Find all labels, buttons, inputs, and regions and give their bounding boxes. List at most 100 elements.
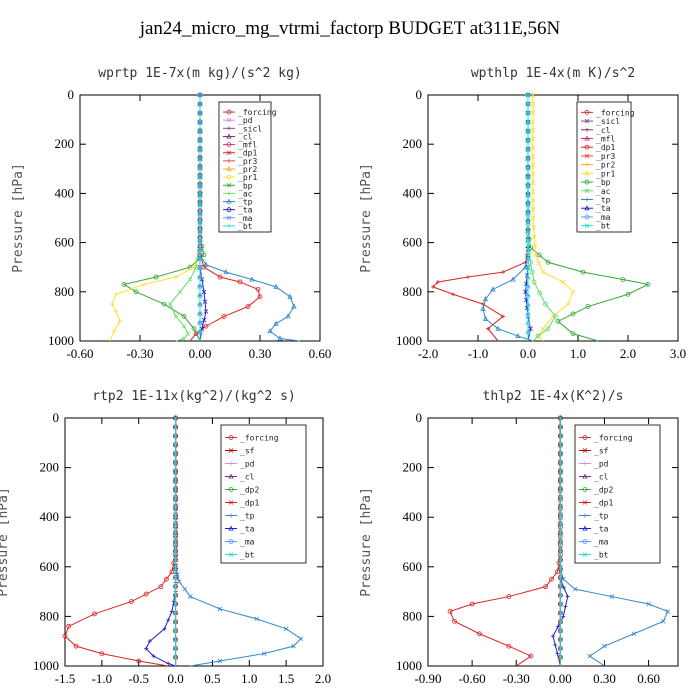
series-bt-marker — [558, 548, 563, 554]
legend-entry: _ac — [238, 189, 253, 198]
series-dp1-marker — [255, 286, 261, 292]
series-pr1-marker — [192, 265, 196, 270]
y-tick-label: 400 — [403, 509, 423, 524]
series-dp1-marker — [501, 314, 505, 319]
series-pr1-marker — [530, 215, 536, 221]
series-line — [199, 95, 301, 342]
x-tick-label: 0.60 — [309, 346, 332, 361]
series-ta-marker — [201, 289, 207, 295]
series-tp-marker — [285, 313, 291, 319]
series-bt-marker — [197, 174, 203, 180]
x-tick-label: 1.5 — [278, 671, 294, 686]
series-bp-marker — [555, 318, 561, 324]
legend-swatch-marker — [584, 188, 590, 194]
plot-frame — [427, 94, 679, 342]
series-bt-marker — [197, 320, 203, 326]
legend-swatch-marker — [585, 127, 589, 132]
legend-swatch-marker — [226, 198, 232, 204]
legend-entry: _pr2 — [238, 165, 257, 174]
series-pr1-marker — [530, 189, 536, 194]
series-ta-marker — [563, 604, 568, 609]
series-bt-marker — [558, 477, 563, 483]
legend-swatch-marker — [228, 487, 234, 492]
legend-entry: _ma — [238, 214, 253, 223]
series-pr1-marker — [530, 92, 536, 98]
series-dp1-marker — [543, 584, 549, 590]
series-tp-marker — [277, 335, 283, 341]
series-bt-marker — [197, 201, 203, 207]
series-ac-marker — [177, 289, 183, 295]
y-tick-label: 200 — [40, 460, 60, 475]
y-axis-label: Pressure [hPa] — [359, 163, 374, 273]
series-bp-marker — [645, 282, 651, 287]
series-bt-marker — [558, 424, 563, 430]
series-bt-marker — [525, 310, 531, 316]
series-bt-marker — [173, 619, 178, 624]
chart-legend: _forcing _sf _pd _cl _dp2 _dp1 _tp _ta _ma _bt — [220, 424, 307, 564]
series-bp-marker — [620, 277, 626, 282]
series-ac-marker — [167, 301, 173, 307]
legend-swatch-marker — [583, 513, 587, 518]
x-tick-label: -1.0 — [92, 671, 113, 686]
series-tp-marker — [661, 619, 666, 624]
series-bt-marker — [558, 628, 563, 633]
series-ac-marker — [553, 313, 558, 319]
series-bt-marker — [173, 477, 178, 483]
series-bt-marker — [525, 146, 531, 152]
legend-swatch-marker — [229, 513, 233, 518]
series-tp-marker — [510, 276, 516, 282]
series-bt-marker — [558, 619, 563, 624]
series-dp1-marker — [506, 594, 512, 599]
series-ta-marker — [561, 614, 566, 619]
y-tick-label: 1000 — [396, 333, 422, 348]
series-bp-marker — [133, 289, 139, 295]
series-ac — [167, 92, 203, 342]
series-pr1-marker — [142, 282, 146, 287]
series-dp1-marker — [452, 618, 457, 624]
series-ta-marker — [162, 626, 167, 631]
series-bt-marker — [558, 610, 563, 616]
series-pr1-marker — [533, 252, 538, 258]
series-bt-marker — [525, 201, 531, 207]
x-tick-label: 0.30 — [593, 671, 616, 686]
series-dp1-marker — [431, 284, 435, 289]
series-bt-marker — [173, 468, 178, 474]
legend-swatch-marker — [229, 461, 233, 466]
series-bt-marker — [525, 237, 531, 243]
series-dp1-marker — [237, 279, 243, 285]
series-bt-marker — [173, 566, 178, 571]
series-bt-marker — [525, 164, 531, 170]
legend-entry: _cl — [240, 473, 255, 482]
series-bp-marker — [580, 269, 586, 275]
series-bt-marker — [197, 156, 203, 162]
series-pr1-marker — [110, 302, 114, 307]
x-tick-label: -0.30 — [126, 346, 153, 361]
series-bt-marker — [173, 513, 178, 518]
series-pr1-marker — [540, 269, 546, 275]
series-line — [64, 418, 177, 667]
series-bt — [525, 91, 531, 341]
series-ta-marker — [201, 317, 207, 323]
y-tick-label: 800 — [55, 284, 75, 299]
series-ta-marker — [199, 277, 205, 282]
legend-swatch-marker — [582, 525, 588, 531]
legend-entry: _dp2 — [594, 486, 613, 495]
series-bt-marker — [197, 211, 203, 216]
series-bt-marker — [558, 415, 563, 421]
legend-entry: _bt — [594, 551, 609, 560]
series-tp-marker — [572, 586, 578, 592]
series-bt-marker — [525, 210, 531, 216]
series-bt-marker — [525, 301, 531, 307]
series-pr1-marker — [565, 301, 571, 307]
series-tp-marker — [283, 626, 289, 632]
series-tp-marker — [291, 643, 296, 649]
series-tp-marker — [273, 283, 279, 289]
series-ac-marker — [173, 314, 179, 319]
y-tick-label: 800 — [403, 284, 423, 299]
series-tp-marker — [482, 296, 489, 302]
series-ac-marker — [529, 269, 535, 275]
chart-panel-2: wpthlp 1E-4x(m K)/s^2 Pressure [hPa] 0 200 4… — [359, 66, 686, 361]
series-bt-marker — [525, 228, 531, 234]
series-tp-marker — [287, 293, 293, 299]
series-bt-marker — [197, 110, 203, 116]
